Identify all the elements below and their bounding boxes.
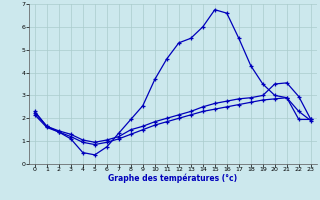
X-axis label: Graphe des températures (°c): Graphe des températures (°c) — [108, 174, 237, 183]
